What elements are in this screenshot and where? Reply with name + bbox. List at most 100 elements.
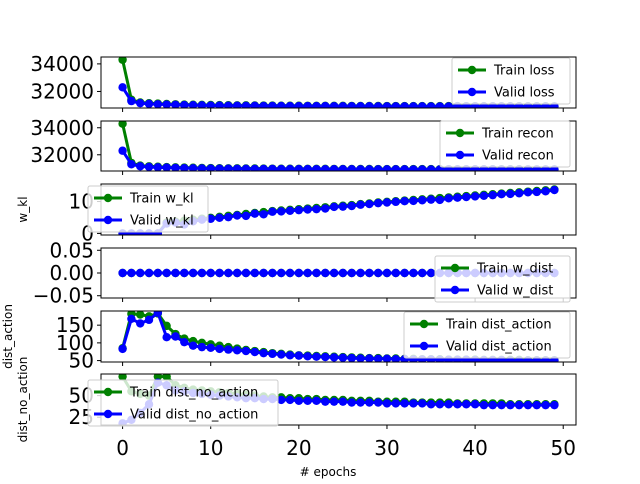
legend-swatch-marker (450, 263, 460, 273)
data-point (268, 268, 277, 278)
data-point (294, 396, 304, 405)
data-point (373, 198, 383, 208)
data-point (321, 268, 330, 278)
data-point (356, 165, 365, 171)
data-point (277, 395, 286, 405)
data-point (268, 349, 277, 359)
legend-entry: Train w_dist (476, 262, 553, 277)
subplot-4: −0.050.000.05 Train w_dist Valid w_dist (33, 238, 577, 308)
data-point (312, 396, 321, 405)
data-point (285, 351, 295, 360)
data-point (418, 165, 427, 171)
data-point (391, 197, 400, 207)
data-point (162, 268, 171, 278)
data-point (215, 344, 224, 354)
data-point (232, 346, 242, 355)
data-point (127, 268, 136, 278)
data-point (321, 164, 330, 171)
data-point (373, 398, 383, 407)
data-point (373, 102, 383, 108)
data-point (285, 164, 295, 171)
y-tick-label: 32000 (30, 143, 94, 167)
legend-swatch-marker (103, 409, 113, 419)
data-point (162, 333, 171, 342)
legend-swatch-marker (455, 128, 465, 138)
data-point (550, 400, 559, 410)
legend-3: Train w_kl Valid w_kl (87, 185, 209, 233)
data-point (488, 190, 497, 200)
data-point (171, 100, 180, 108)
data-point (206, 343, 215, 353)
data-point (162, 163, 171, 171)
data-point (277, 101, 286, 108)
legend-entry: Train w_kl (129, 192, 194, 207)
data-point (180, 163, 189, 171)
data-point (400, 399, 409, 408)
data-point (365, 102, 374, 108)
data-point (365, 165, 374, 171)
legend-swatch-marker (450, 285, 460, 295)
data-point (373, 268, 383, 278)
legend-swatch-marker (103, 215, 113, 225)
data-point (444, 102, 453, 108)
data-point (356, 102, 365, 108)
y-axis-label: dist_no_action (16, 357, 30, 443)
data-point (303, 164, 312, 171)
data-point (277, 207, 286, 216)
legend-entry: Valid w_dist (477, 284, 553, 299)
data-point (268, 101, 277, 108)
data-point (497, 190, 506, 199)
data-point (347, 201, 356, 211)
data-point (347, 268, 356, 278)
data-point (347, 353, 356, 362)
data-point (426, 400, 436, 409)
data-point (400, 102, 409, 108)
data-point (541, 400, 550, 410)
data-point (409, 102, 418, 108)
data-point (329, 268, 339, 278)
data-point (171, 268, 180, 278)
data-point (470, 192, 480, 201)
data-point (241, 346, 251, 356)
data-point (312, 164, 321, 171)
data-point (400, 268, 409, 278)
data-point (523, 188, 533, 197)
y-tick-label: 34000 (30, 116, 94, 140)
data-point (391, 102, 400, 108)
data-point (118, 121, 127, 128)
y-tick-label: −0.05 (33, 284, 94, 308)
data-point (259, 101, 268, 108)
data-point (188, 341, 198, 350)
data-point (382, 102, 392, 108)
data-point (232, 164, 242, 171)
data-point (294, 205, 304, 215)
data-point (259, 164, 268, 171)
legend-swatch-marker (103, 193, 113, 203)
data-point (435, 102, 445, 108)
x-tick-label: 30 (374, 436, 399, 460)
data-point (294, 164, 304, 171)
data-point (268, 207, 277, 216)
legend-swatch-marker (467, 65, 477, 75)
data-point (259, 210, 268, 219)
data-point (224, 212, 233, 222)
data-point (488, 400, 497, 410)
data-point (294, 268, 304, 278)
data-point (127, 314, 136, 323)
data-point (136, 268, 145, 278)
data-point (268, 164, 277, 171)
legend-1: Train loss Valid loss (451, 57, 571, 105)
data-point (312, 268, 321, 278)
data-point (391, 165, 400, 171)
data-point (391, 399, 400, 408)
legend-6: Train dist_no_action Valid dist_no_action (87, 379, 279, 427)
data-point (391, 268, 400, 278)
data-point (329, 164, 339, 171)
data-point (144, 99, 154, 108)
data-point (356, 354, 365, 362)
data-point (506, 400, 515, 410)
data-point (241, 211, 251, 221)
axes-frame-1 (100, 56, 577, 109)
data-point (241, 164, 251, 171)
